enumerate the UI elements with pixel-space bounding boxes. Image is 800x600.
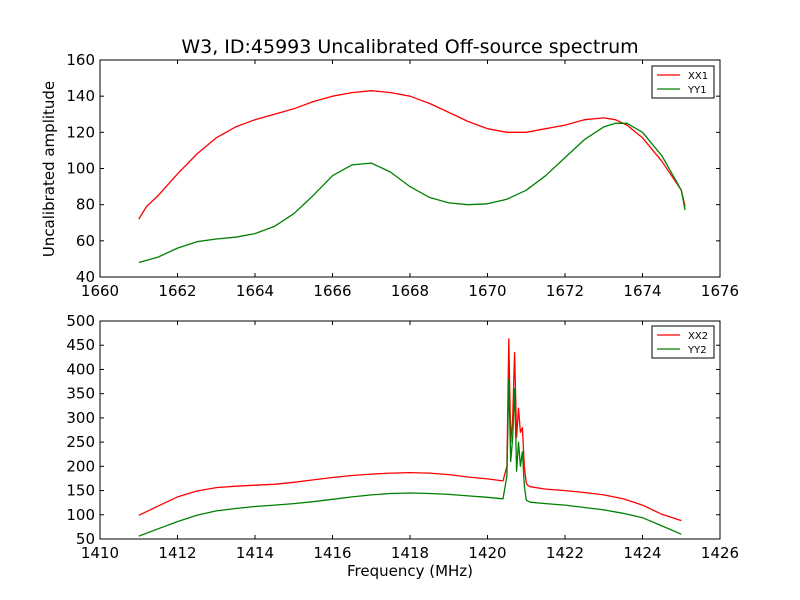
x-tick-label: 1670 bbox=[468, 282, 506, 300]
x-tick-label: 1664 bbox=[236, 282, 274, 300]
x-tick-label: 1420 bbox=[468, 544, 506, 562]
legend-frame bbox=[651, 65, 715, 99]
series-line-yy1 bbox=[138, 122, 686, 264]
series-line-xx1 bbox=[138, 90, 686, 220]
y-tick-label: 200 bbox=[66, 457, 95, 475]
y-tick-label: 400 bbox=[66, 360, 95, 378]
top-plot-area: 1660 1662 1664 1666 1668 1670 1672 1674 1676 40 60… bbox=[66, 51, 739, 300]
y-tick-label: 160 bbox=[66, 51, 95, 69]
x-tick-label: 1674 bbox=[623, 282, 661, 300]
series-line-yy2 bbox=[138, 378, 682, 537]
chart-title: W3, ID:45993 Uncalibrated Off-source spe… bbox=[181, 36, 638, 58]
legend-label-xx1: XX1 bbox=[688, 71, 708, 82]
y-tick-label: 250 bbox=[66, 433, 95, 451]
y-tick-label: 500 bbox=[66, 312, 95, 330]
legend-label-yy1: YY1 bbox=[687, 85, 707, 96]
x-tick-label: 1676 bbox=[701, 282, 739, 300]
y-tick-label: 100 bbox=[66, 506, 95, 524]
bottom-plot-area: 1410 1412 1414 1416 1418 1420 1422 1424 1426 50 10… bbox=[66, 312, 739, 562]
legend-frame bbox=[651, 325, 715, 359]
x-tick-label: 1418 bbox=[391, 544, 429, 562]
top-panel: W3, ID:45993 Uncalibrated Off-source spe… bbox=[40, 36, 739, 300]
x-tick-label: 1668 bbox=[391, 282, 429, 300]
x-tick-label: 1412 bbox=[158, 544, 196, 562]
x-tick-label: 1410 bbox=[81, 544, 119, 562]
y-tick-label: 350 bbox=[66, 385, 95, 403]
y-tick-label: 450 bbox=[66, 336, 95, 354]
y-tick-label: 50 bbox=[76, 530, 95, 548]
x-axis-label: Frequency (MHz) bbox=[347, 562, 473, 580]
plot-frame bbox=[99, 59, 721, 278]
y-tick-label: 40 bbox=[76, 268, 95, 286]
x-tick-label: 1422 bbox=[546, 544, 584, 562]
y-tick-label: 300 bbox=[66, 409, 95, 427]
x-tick-label: 1666 bbox=[313, 282, 351, 300]
legend-label-yy2: YY2 bbox=[687, 345, 707, 356]
bottom-panel: Frequency (MHz) 1410 1412 1414 1416 1418 1420… bbox=[66, 312, 739, 580]
x-tick-label: 1416 bbox=[313, 544, 351, 562]
legend-label-xx2: XX2 bbox=[688, 331, 708, 342]
x-tick-label: 1424 bbox=[623, 544, 661, 562]
plot-frame bbox=[99, 320, 721, 540]
x-tick-label: 1662 bbox=[158, 282, 196, 300]
y-tick-label: 80 bbox=[76, 196, 95, 214]
y-axis-label: Uncalibrated amplitude bbox=[40, 81, 58, 257]
y-tick-label: 140 bbox=[66, 87, 95, 105]
x-tick-label: 1426 bbox=[701, 544, 739, 562]
y-tick-label: 60 bbox=[76, 232, 95, 250]
x-tick-label: 1672 bbox=[546, 282, 584, 300]
x-tick-label: 1660 bbox=[81, 282, 119, 300]
y-tick-label: 150 bbox=[66, 482, 95, 500]
x-tick-label: 1414 bbox=[236, 544, 274, 562]
y-tick-label: 120 bbox=[66, 123, 95, 141]
y-tick-label: 100 bbox=[66, 160, 95, 178]
